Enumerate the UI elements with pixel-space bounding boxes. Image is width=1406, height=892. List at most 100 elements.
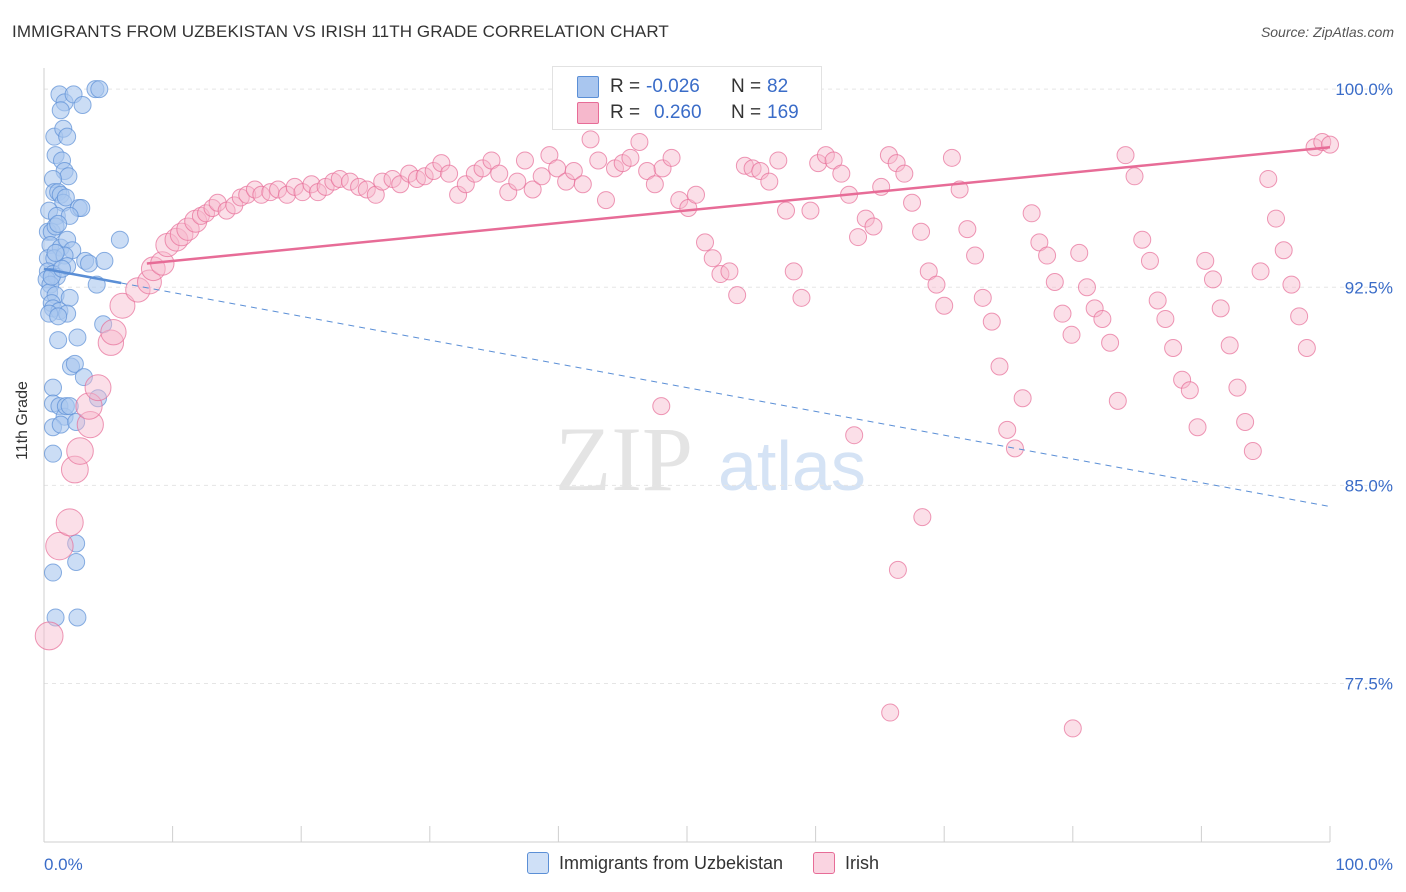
irish-point [652,397,671,416]
uzbekistan-point [60,397,79,416]
uzbekistan-point [80,254,99,273]
uzbekistan-point [74,368,93,387]
irish-point [1156,309,1175,328]
irish-point [982,312,1001,331]
irish-point [856,209,875,228]
irish-point [720,262,739,281]
legend-label: Irish [845,852,880,873]
r-label: R = [610,102,641,123]
chart-title: IMMIGRANTS FROM UZBEKISTAN VS IRISH 11TH… [12,22,669,41]
irish-point [1062,325,1081,344]
uzbekistan-point [49,307,68,326]
irish-point [638,162,657,181]
irish-point [490,164,509,183]
irish-point [703,249,722,268]
uzbekistan-point [46,608,65,627]
irish-point [424,162,443,181]
irish-point [777,201,796,220]
irish-point [45,531,74,561]
uzbekistan-point [59,167,78,186]
uzbekistan-point [73,95,92,114]
irish-point [824,151,843,170]
irish-point [1133,230,1152,249]
irish-point [1030,233,1049,252]
irish-point [662,148,681,167]
irish-point [670,191,689,210]
irish-point [1251,262,1270,281]
irish-point [293,183,312,202]
irish-point [751,162,770,181]
irish-point [621,148,640,167]
irish-point [596,191,615,210]
irish-point [540,146,559,165]
irish-point [1220,336,1239,355]
irish-point [515,151,534,170]
uzbekistan-point [58,127,77,146]
irish-point [1236,412,1255,431]
uzbekistan-point [46,243,65,262]
uzbekistan-point [110,230,129,249]
irish-point [278,185,297,204]
irish-point [849,228,868,247]
uzbekistan-point [68,608,87,627]
irish-point [589,151,608,170]
irish-point [1070,243,1089,262]
irish-point [432,154,451,173]
stats-legend: R = -0.026 N = 82 R = 0.260 N = 169 [552,66,822,130]
uzbekistan-trend-line [43,267,122,285]
irish-point [341,172,360,191]
irish-point [564,162,583,181]
irish-point [184,209,208,233]
uzbekistan-point [56,188,75,207]
legend-swatch-blue [526,852,549,874]
irish-point [66,437,94,465]
irish-point [801,201,820,220]
stats-row-uzbekistan: R = -0.026 N = 82 [553,73,821,101]
irish-point [653,159,672,178]
r-label: R = [610,76,641,97]
n-value: 169 [767,102,799,123]
irish-point [440,164,459,183]
irish-point [499,183,518,202]
n-label: N = [731,102,762,123]
legend-swatch-pink [813,852,836,874]
irish-point [973,288,992,307]
irish-point [84,374,112,402]
legend-label: Immigrants from Uzbekistan [558,852,784,873]
irish-point [832,164,851,183]
irish-point [1203,270,1222,289]
irish-point [1093,309,1112,328]
irish-point [473,159,492,178]
irish-point [1101,333,1120,352]
irish-point [879,146,898,165]
irish-point [927,275,946,294]
irish-point [415,167,434,186]
uzbekistan-trend-line-dashed [121,282,1331,508]
uzbekistan-point [67,412,86,431]
irish-point [887,154,906,173]
irish-point [935,296,954,315]
irish-point [1211,299,1230,318]
irish-point [1013,389,1032,408]
uzbekistan-point [95,251,114,270]
irish-point [482,151,501,170]
uzbekistan-point [67,552,86,571]
irish-point [1085,299,1104,318]
irish-point [1290,307,1309,326]
irish-point [366,185,385,204]
uzbekistan-point [49,331,68,350]
series-legend: Immigrants from Uzbekistan Irish [0,852,1406,874]
stats-row-irish: R = 0.260 N = 169 [553,99,821,127]
irish-point [1022,204,1041,223]
irish-point [645,175,664,194]
irish-point [508,172,527,191]
legend-item-irish: Irish [813,852,879,874]
irish-point [100,319,127,346]
irish-point [728,286,747,305]
irish-point [1188,418,1207,437]
irish-point [912,222,931,241]
irish-point [532,167,551,186]
uzbekistan-point [90,80,109,99]
irish-point [1282,275,1301,294]
